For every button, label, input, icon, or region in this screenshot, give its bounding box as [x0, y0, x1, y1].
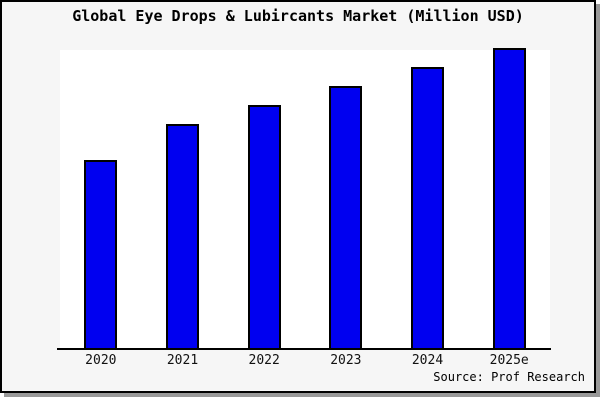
- x-tick-label-2022: 2022: [248, 353, 280, 368]
- x-axis-line: [57, 348, 551, 350]
- plot-area: [60, 48, 550, 348]
- x-axis-labels: 2020 2021 2022 2023 2024 2025e: [60, 353, 550, 368]
- bar-2021: [166, 124, 199, 348]
- x-tick-label-2020: 2020: [85, 353, 117, 368]
- bar-slot-2024: [387, 48, 469, 348]
- x-tick-label-2024: 2024: [411, 353, 444, 368]
- bar-2020: [84, 160, 118, 348]
- source-credit: Source: Prof Research: [433, 370, 585, 384]
- x-tick-label-2023: 2023: [330, 353, 362, 368]
- bar-slot-2020: [60, 48, 142, 348]
- bar-slot-2021: [142, 48, 224, 348]
- bar-2025e: [492, 48, 526, 348]
- bar-slot-2022: [223, 48, 305, 348]
- bar-2023: [329, 86, 363, 348]
- x-tick-label-2025e: 2025e: [489, 353, 529, 368]
- bar-2024: [411, 67, 445, 348]
- bar-slot-2025e: [468, 48, 550, 348]
- x-tick-label-2021: 2021: [166, 353, 199, 368]
- bar-slot-2023: [305, 48, 387, 348]
- bar-2022: [247, 105, 281, 348]
- bars-container: [60, 48, 550, 348]
- chart-title: Global Eye Drops & Lubircants Market (Mi…: [72, 7, 524, 25]
